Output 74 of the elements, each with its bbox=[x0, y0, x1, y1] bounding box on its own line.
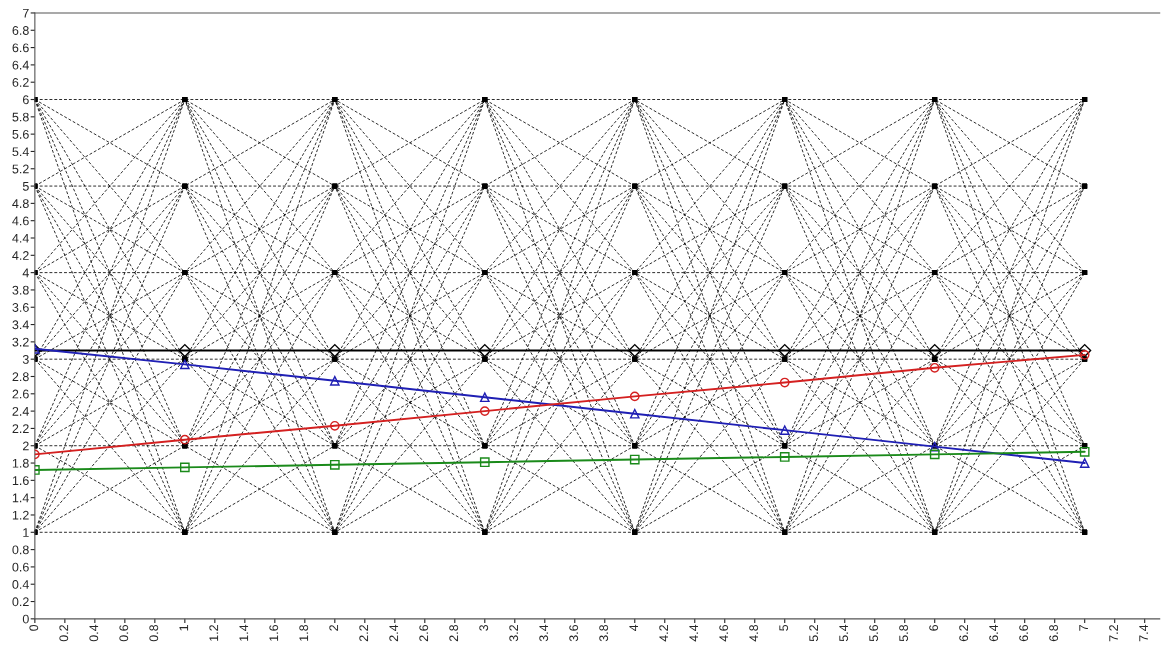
x-tick-label: 0.4 bbox=[89, 624, 99, 642]
y-tick-label: 6 bbox=[22, 95, 29, 105]
x-tick-label: 4 bbox=[629, 624, 638, 632]
x-tick-label: 3.6 bbox=[569, 624, 579, 642]
x-tick-label: 4.8 bbox=[749, 624, 759, 642]
y-tick-label: 0.4 bbox=[12, 580, 29, 589]
y-tick-label: 2.4 bbox=[12, 406, 29, 416]
x-tick-label: 4.4 bbox=[689, 624, 698, 642]
x-tick-label: 2 bbox=[329, 625, 339, 631]
x-tick-label: 1.8 bbox=[299, 624, 309, 641]
y-tick-label: 0.2 bbox=[12, 597, 29, 607]
y-tick-label: 1 bbox=[23, 528, 29, 537]
x-tick-label: 5.4 bbox=[839, 624, 849, 642]
x-tick-label: 3 bbox=[479, 624, 489, 631]
x-tick-label: 7.4 bbox=[1139, 624, 1148, 642]
y-tick-label: 4.4 bbox=[12, 233, 29, 243]
x-tick-label: 0.8 bbox=[149, 624, 159, 642]
y-tick-label: 1.2 bbox=[12, 510, 29, 520]
y-tick-label: 2.6 bbox=[12, 389, 29, 399]
y-tick-label: 5.8 bbox=[12, 112, 29, 122]
y-tick-label: 1.8 bbox=[12, 458, 29, 468]
x-tick-label: 1.4 bbox=[239, 624, 249, 641]
y-tick-label: 3.4 bbox=[12, 320, 29, 330]
y-tick-label: 6.6 bbox=[12, 43, 29, 53]
x-tick-label: 5.8 bbox=[899, 624, 909, 642]
y-tick-label: 3.6 bbox=[12, 303, 29, 312]
y-tick-label: 2.8 bbox=[12, 372, 29, 382]
y-tick-label: 6.4 bbox=[12, 60, 29, 70]
x-tick-label: 5.2 bbox=[809, 625, 819, 642]
y-tick-label: 0.6 bbox=[12, 562, 29, 572]
y-tick-label: 6.8 bbox=[12, 26, 29, 35]
x-tick-label: 2.8 bbox=[449, 624, 459, 642]
x-tick-label: 1.6 bbox=[269, 624, 279, 641]
x-tick-label: 6.8 bbox=[1049, 624, 1059, 642]
x-tick-label: 3.8 bbox=[599, 624, 609, 642]
y-tick-label: 3.8 bbox=[12, 285, 29, 295]
x-tick-label: 3.2 bbox=[509, 625, 519, 642]
y-tick-label: 5.6 bbox=[12, 129, 29, 139]
x-tick-label: 6.2 bbox=[959, 625, 969, 642]
y-tick-label: 6.2 bbox=[12, 78, 29, 87]
y-tick-label: 5.2 bbox=[12, 164, 29, 174]
y-tick-label: 1.6 bbox=[12, 476, 29, 486]
y-tick-label: 3 bbox=[22, 354, 29, 364]
x-tick-label: 0 bbox=[29, 624, 39, 631]
y-tick-label: 0 bbox=[22, 614, 29, 624]
y-tick-label: 4.8 bbox=[12, 199, 29, 209]
y-tick-label: 2.2 bbox=[12, 424, 29, 433]
x-tick-label: 6 bbox=[929, 624, 939, 631]
y-tick-label: 5 bbox=[22, 182, 29, 191]
x-tick-label: 1.2 bbox=[209, 625, 219, 641]
x-tick-label: 5 bbox=[779, 624, 789, 631]
y-tick-label: 3.2 bbox=[12, 337, 29, 347]
x-tick-label: 2.4 bbox=[389, 624, 399, 642]
x-tick-label: 2.6 bbox=[419, 624, 429, 642]
y-tick-label: 5.4 bbox=[12, 147, 29, 157]
x-tick-label: 7 bbox=[1079, 625, 1088, 631]
x-tick-label: 6.4 bbox=[989, 624, 999, 642]
y-tick-label: 4.6 bbox=[12, 216, 29, 226]
x-tick-label: 4.6 bbox=[719, 624, 729, 642]
y-tick-label: 7 bbox=[22, 8, 29, 18]
x-tick-label: 0.6 bbox=[119, 624, 129, 642]
x-tick-label: 4.2 bbox=[659, 625, 668, 642]
x-tick-label: 0.2 bbox=[59, 625, 69, 642]
x-tick-label: 6.6 bbox=[1019, 624, 1029, 642]
x-tick-label: 3.4 bbox=[539, 624, 549, 642]
y-tick-label: 2 bbox=[22, 441, 29, 451]
y-tick-label: 4.2 bbox=[12, 251, 29, 260]
y-tick-label: 4 bbox=[22, 268, 29, 278]
x-tick-label: 1 bbox=[179, 625, 189, 631]
x-tick-label: 7.2 bbox=[1109, 625, 1118, 642]
x-tick-label: 5.6 bbox=[869, 624, 879, 642]
y-tick-label: 0.8 bbox=[12, 545, 29, 555]
y-tick-label: 1.4 bbox=[12, 493, 29, 503]
x-tick-label: 2.2 bbox=[359, 625, 369, 642]
